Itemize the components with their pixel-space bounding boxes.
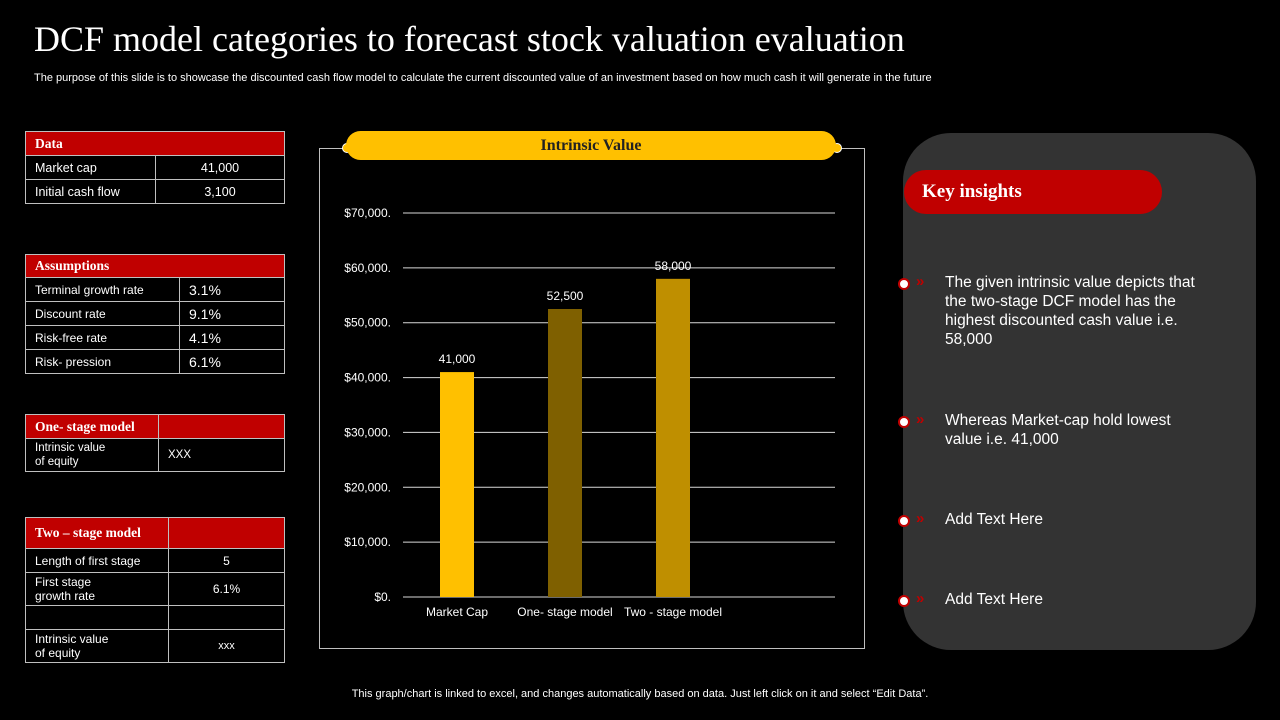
two-stage-header-blank [168,517,285,549]
table-row: Terminal growth rate 3.1% [25,277,285,302]
data-label: 58,000 [655,259,692,273]
y-tick-label: $70,000. [344,206,391,220]
table-row: Discount rate 9.1% [25,301,285,326]
y-tick-label: $50,000. [344,316,391,330]
insights-panel [903,133,1256,650]
one-stage-table: One- stage model Intrinsic value of equi… [25,414,285,472]
market-cap-label: Market cap [25,155,156,180]
slide-title: DCF model categories to forecast stock v… [34,19,905,59]
bullet-dot-icon [898,595,910,607]
one-stage-iv-label: Intrinsic value of equity [25,438,159,472]
length-first-stage-value: 5 [168,548,285,573]
one-stage-iv-value: XXX [158,438,285,472]
first-stage-growth-label-line2: growth rate [35,589,96,603]
market-cap-value: 41,000 [155,155,285,180]
table-row: Market cap 41,000 [25,155,285,180]
assumptions-header: Assumptions [25,254,285,278]
intrinsic-value-chart[interactable]: $0. $10,000. $20,000. $30,000. $40,000. $50,0… [320,170,860,640]
two-stage-header: Two – stage model [25,517,169,549]
chart-title: Intrinsic Value [346,131,836,160]
chevron-right-icon: » [916,510,924,527]
first-stage-growth-value: 6.1% [168,572,285,606]
first-stage-growth-label-line1: First stage [35,575,92,589]
two-stage-iv-value: xxx [168,629,285,663]
table-row [25,605,285,630]
one-stage-header-blank [158,414,285,439]
bullet-dot-icon [898,416,910,428]
insight-item: » Whereas Market-cap hold lowest value i… [898,411,1238,451]
two-stage-iv-label-line2: of equity [35,646,81,660]
two-stage-iv-label-line1: Intrinsic value [35,632,109,646]
y-tick-label: $10,000. [344,535,391,549]
y-tick-label: $20,000. [344,480,391,494]
initial-cash-flow-label: Initial cash flow [25,179,156,204]
bar [656,278,690,597]
insight-text: Whereas Market-cap hold lowest value i.e… [945,412,1171,448]
discount-rate-value: 9.1% [179,301,285,326]
chevron-right-icon: » [916,273,924,290]
y-tick-label: $30,000. [344,425,391,439]
data-label: 41,000 [439,352,476,366]
risk-free-rate-value: 4.1% [179,325,285,350]
chevron-right-icon: » [916,411,924,428]
insight-text: Add Text Here [945,591,1043,608]
x-tick-label: One- stage model [517,605,612,619]
insight-item: » The given intrinsic value depicts that… [898,273,1238,353]
terminal-growth-label: Terminal growth rate [25,277,180,302]
first-stage-growth-label: First stage growth rate [25,572,169,606]
x-tick-label: Two - stage model [624,605,722,619]
two-stage-table: Two – stage model Length of first stage … [25,517,285,663]
blank-cell [25,605,169,630]
risk-free-rate-label: Risk-free rate [25,325,180,350]
one-stage-iv-label-line1: Intrinsic value [35,442,106,454]
x-tick-label: Market Cap [426,605,488,619]
risk-pression-label: Risk- pression [25,349,180,374]
insight-item: » Add Text Here [898,510,1238,532]
table-row: Risk- pression 6.1% [25,349,285,374]
table-row: Intrinsic value of equity XXX [25,438,285,472]
bullet-dot-icon [898,278,910,290]
risk-pression-value: 6.1% [179,349,285,374]
table-row: Risk-free rate 4.1% [25,325,285,350]
table-row: First stage growth rate 6.1% [25,572,285,606]
data-table-header: Data [25,131,285,156]
bar [548,309,582,597]
slide-subtitle: The purpose of this slide is to showcase… [34,72,932,84]
y-tick-label: $60,000. [344,261,391,275]
y-tick-label: $40,000. [344,371,391,385]
y-tick-label: $0. [374,590,391,604]
table-row: Initial cash flow 3,100 [25,179,285,204]
insight-item: » Add Text Here [898,590,1238,612]
discount-rate-label: Discount rate [25,301,180,326]
two-stage-iv-label: Intrinsic value of equity [25,629,169,663]
bar [440,372,474,597]
length-first-stage-label: Length of first stage [25,548,169,573]
one-stage-iv-label-line2: of equity [35,456,79,468]
bullet-dot-icon [898,515,910,527]
insight-text: Add Text Here [945,511,1043,528]
assumptions-table: Assumptions Terminal growth rate 3.1% Di… [25,254,285,374]
table-row: Length of first stage 5 [25,548,285,573]
chevron-right-icon: » [916,590,924,607]
insight-text: The given intrinsic value depicts that t… [945,274,1195,348]
initial-cash-flow-value: 3,100 [155,179,285,204]
footer-note: This graph/chart is linked to excel, and… [351,688,929,700]
data-label: 52,500 [547,289,584,303]
data-table: Data Market cap 41,000 Initial cash flow… [25,131,285,204]
key-insights-title: Key insights [904,170,1162,214]
table-row: Intrinsic value of equity xxx [25,629,285,663]
terminal-growth-value: 3.1% [179,277,285,302]
one-stage-header: One- stage model [25,414,159,439]
blank-cell [168,605,285,630]
